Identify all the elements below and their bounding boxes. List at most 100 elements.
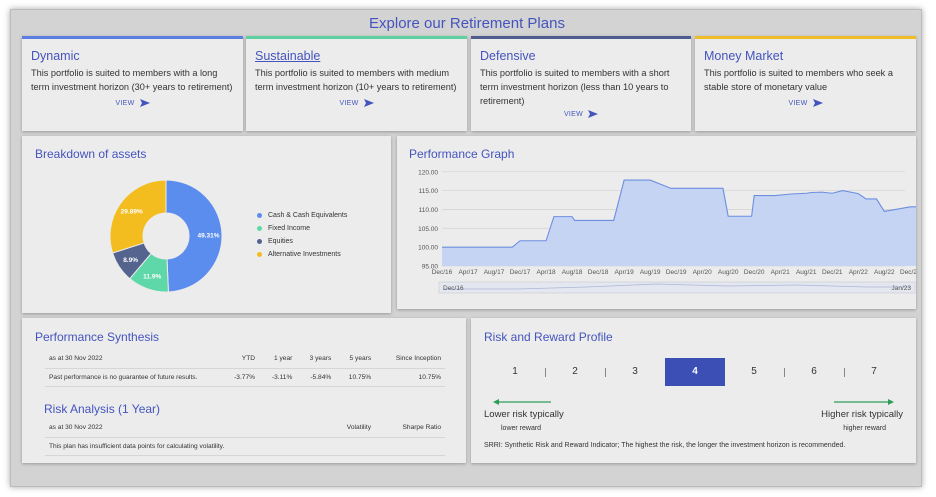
plan-description: This portfolio is suited to members with… xyxy=(31,68,233,92)
x-tick-label: Dec/19 xyxy=(666,269,687,276)
risk-analysis-title: Risk Analysis (1 Year) xyxy=(44,402,161,416)
plan-title[interactable]: Money Market xyxy=(704,49,784,63)
x-tick-label: Apr/20 xyxy=(693,269,713,276)
legend-label: Cash & Cash Equivalents xyxy=(268,212,348,219)
slice-label: 8.9% xyxy=(123,257,138,264)
page-title: Explore our Retirement Plans xyxy=(369,15,565,32)
header-cell: 1 year xyxy=(273,355,293,363)
view-button[interactable]: VIEW xyxy=(246,99,467,107)
slice-label: 49.31% xyxy=(197,233,219,240)
send-arrow-icon xyxy=(363,99,374,107)
header-cell: YTD xyxy=(241,355,255,363)
navigator-end-label: Jan/23 xyxy=(891,285,911,292)
plan-card-money-market[interactable]: Money Market This portfolio is suited to… xyxy=(695,36,916,131)
plan-accent-bar xyxy=(471,36,691,39)
performance-chart: 120.00115.00110.00105.00100.0095.00Dec/1… xyxy=(418,169,916,294)
table-cell: -3.77% xyxy=(234,373,255,381)
x-tick-label: Dec/21 xyxy=(822,269,843,276)
asset-donut-chart: 49.31% 11.9% 8.9% 29.89% xyxy=(109,179,223,293)
risk-reward-title: Risk and Reward Profile xyxy=(484,330,613,344)
legend-dot xyxy=(257,226,262,231)
plan-card-dynamic[interactable]: Dynamic This portfolio is suited to memb… xyxy=(22,36,243,131)
view-label: VIEW xyxy=(788,99,808,107)
plan-description: This portfolio is suited to members who … xyxy=(704,68,893,92)
srri-level: 5 xyxy=(751,366,757,377)
table-cell: 10.75% xyxy=(418,373,441,381)
navigator-track xyxy=(438,281,916,294)
send-arrow-icon xyxy=(139,99,150,107)
view-button[interactable]: VIEW xyxy=(695,99,916,107)
arrow-right-icon xyxy=(834,399,894,405)
legend-dot xyxy=(257,252,262,257)
synthesis-table: as at 30 Nov 2022 YTD 1 year 3 years 5 y… xyxy=(45,350,445,387)
plan-accent-bar xyxy=(246,36,467,39)
x-tick-label: Dec/22 xyxy=(900,269,916,276)
table-cell: This plan has insufficient data points f… xyxy=(49,442,225,450)
donut-slice xyxy=(165,179,223,293)
header-cell: 3 years xyxy=(309,355,332,363)
synthesis-title: Performance Synthesis xyxy=(35,330,160,344)
performance-card: Performance Graph 120.00 115.00 110.00 105.… xyxy=(397,136,916,309)
table-cell: -3.11% xyxy=(271,373,293,381)
x-tick-label: Aug/19 xyxy=(640,269,661,276)
table-cell: Past performance is no guarantee of futu… xyxy=(49,373,198,381)
performance-title: Performance Graph xyxy=(409,147,515,161)
x-tick-label: Aug/17 xyxy=(484,269,505,276)
breakdown-card: Breakdown of assets 49.31% 11.9% 8.9% 29.89… xyxy=(22,136,391,313)
table-header-row: as at 30 Nov 2022 Volatility Sharpe Rati… xyxy=(45,419,445,437)
plan-title[interactable]: Defensive xyxy=(480,49,536,63)
legend-dot xyxy=(257,213,262,218)
srri-level: 3 xyxy=(632,366,638,377)
series-area xyxy=(442,180,916,266)
x-tick-label: Apr/18 xyxy=(536,269,556,276)
lower-reward-label: lower reward xyxy=(501,425,542,432)
send-arrow-icon xyxy=(812,99,823,107)
x-tick-label: Dec/17 xyxy=(510,269,531,276)
table-cell: -5.84% xyxy=(310,373,332,381)
send-arrow-icon xyxy=(588,110,599,118)
view-label: VIEW xyxy=(115,99,135,107)
plan-accent-bar xyxy=(695,36,916,39)
donut-legend: Cash & Cash Equivalents Fixed Income Equ… xyxy=(257,209,347,261)
header-cell: as at 30 Nov 2022 xyxy=(49,355,103,363)
x-tick-label: Dec/16 xyxy=(432,269,453,276)
plan-description: This portfolio is suited to members with… xyxy=(255,68,457,92)
srri-divider xyxy=(605,368,606,377)
table-header-row: as at 30 Nov 2022 YTD 1 year 3 years 5 y… xyxy=(45,350,445,368)
risk-reward-card: Risk and Reward Profile 1 2 3 4 5 6 7 Lo… xyxy=(471,318,916,463)
y-tick-label: 115.00 xyxy=(419,188,439,195)
view-button[interactable]: VIEW xyxy=(471,110,691,118)
x-tick-label: Aug/18 xyxy=(562,269,583,276)
srri-level: 6 xyxy=(811,366,817,377)
srri-divider xyxy=(545,368,546,377)
x-tick-label: Apr/22 xyxy=(849,269,869,276)
view-label: VIEW xyxy=(563,110,584,118)
legend-item: Equities xyxy=(257,235,347,248)
legend-label: Alternative Investments xyxy=(268,251,341,258)
synthesis-card: Performance Synthesis as at 30 Nov 2022 … xyxy=(22,318,466,463)
header-cell: Sharpe Ratio xyxy=(402,424,442,432)
srri-level: 7 xyxy=(871,366,877,377)
y-tick-label: 95.00 xyxy=(422,264,439,271)
x-tick-label: Aug/22 xyxy=(874,269,895,276)
page-frame: Explore our Retirement Plans Dynamic Thi… xyxy=(10,9,922,487)
legend-item: Cash & Cash Equivalents xyxy=(257,209,347,222)
y-tick-label: 100.00 xyxy=(418,245,438,252)
x-tick-label: Dec/18 xyxy=(588,269,609,276)
srri-divider xyxy=(784,368,785,377)
srri-divider xyxy=(844,368,845,377)
plan-title[interactable]: Dynamic xyxy=(31,49,80,63)
donut-slice xyxy=(109,179,167,254)
higher-reward-label: higher reward xyxy=(843,425,886,432)
series-line xyxy=(442,179,916,248)
plan-title[interactable]: Sustainable xyxy=(255,49,321,63)
table-row: This plan has insufficient data points f… xyxy=(45,437,445,455)
table-row: Past performance is no guarantee of futu… xyxy=(45,368,445,386)
plan-card-sustainable[interactable]: Sustainable This portfolio is suited to … xyxy=(246,36,467,131)
x-tick-label: Apr/21 xyxy=(771,269,791,276)
breakdown-title: Breakdown of assets xyxy=(35,147,147,161)
plan-card-defensive[interactable]: Defensive This portfolio is suited to me… xyxy=(471,36,691,131)
y-tick-label: 105.00 xyxy=(418,226,438,233)
y-tick-label: 120.00 xyxy=(418,169,438,176)
view-button[interactable]: VIEW xyxy=(22,99,243,107)
